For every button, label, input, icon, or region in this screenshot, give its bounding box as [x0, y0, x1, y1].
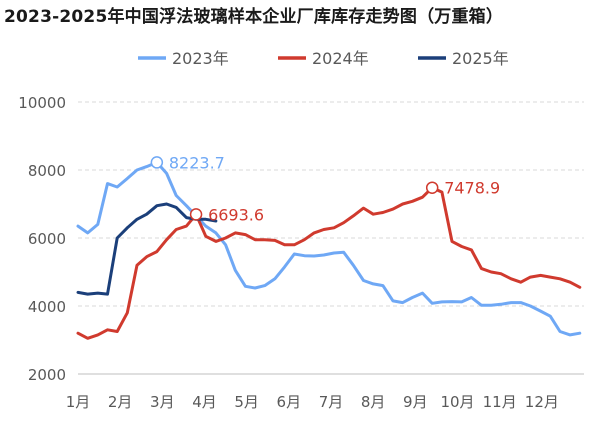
- data-label: 8223.7: [169, 153, 225, 172]
- x-tick-label: 6月: [277, 393, 302, 411]
- x-tick-label: 1月: [66, 393, 91, 411]
- series-lines: [76, 160, 582, 340]
- legend-label: 2025年: [452, 49, 509, 68]
- y-tick-label: 4000: [28, 298, 66, 316]
- legend-label: 2024年: [312, 49, 369, 68]
- y-tick-label: 6000: [28, 230, 66, 248]
- data-label: 6693.6: [208, 205, 264, 224]
- x-tick-label: 10月: [440, 393, 474, 411]
- annotation-marker: [189, 208, 203, 221]
- x-tick-label: 4月: [192, 393, 217, 411]
- x-axis-labels: 1月 2月 3月 4月 5月 6月 7月 8月 9月 10月 11月 12月: [66, 393, 559, 411]
- grid-lines: [78, 101, 584, 307]
- annotation-marker: [150, 156, 164, 169]
- chart-title: 2023-2025年中国浮法玻璃样本企业厂库库存走势图（万重箱）: [4, 7, 504, 27]
- y-tick-label: 2000: [28, 366, 66, 384]
- legend-label: 2023年: [172, 49, 229, 68]
- series-line-2: [76, 186, 582, 340]
- x-tick-label: 12月: [525, 393, 559, 411]
- annotations: 8223.7 6693.6 7478.9: [150, 153, 500, 224]
- annotation-marker: [425, 181, 439, 194]
- series-line-1: [76, 160, 582, 337]
- x-tick-label: 11月: [483, 393, 517, 411]
- y-tick-label: 10000: [18, 94, 66, 112]
- x-tick-label: 8月: [361, 393, 386, 411]
- x-tick-label: 7月: [319, 393, 344, 411]
- x-tick-label: 2月: [108, 393, 133, 411]
- y-axis: 2000 4000 6000 8000 10000: [18, 94, 66, 384]
- legend: 2023年 2024年 2025年: [138, 49, 509, 68]
- x-tick-label: 9月: [403, 393, 428, 411]
- x-tick-label: 3月: [150, 393, 175, 411]
- x-tick-label: 5月: [234, 393, 259, 411]
- y-tick-label: 8000: [28, 162, 66, 180]
- data-label: 7478.9: [444, 179, 500, 198]
